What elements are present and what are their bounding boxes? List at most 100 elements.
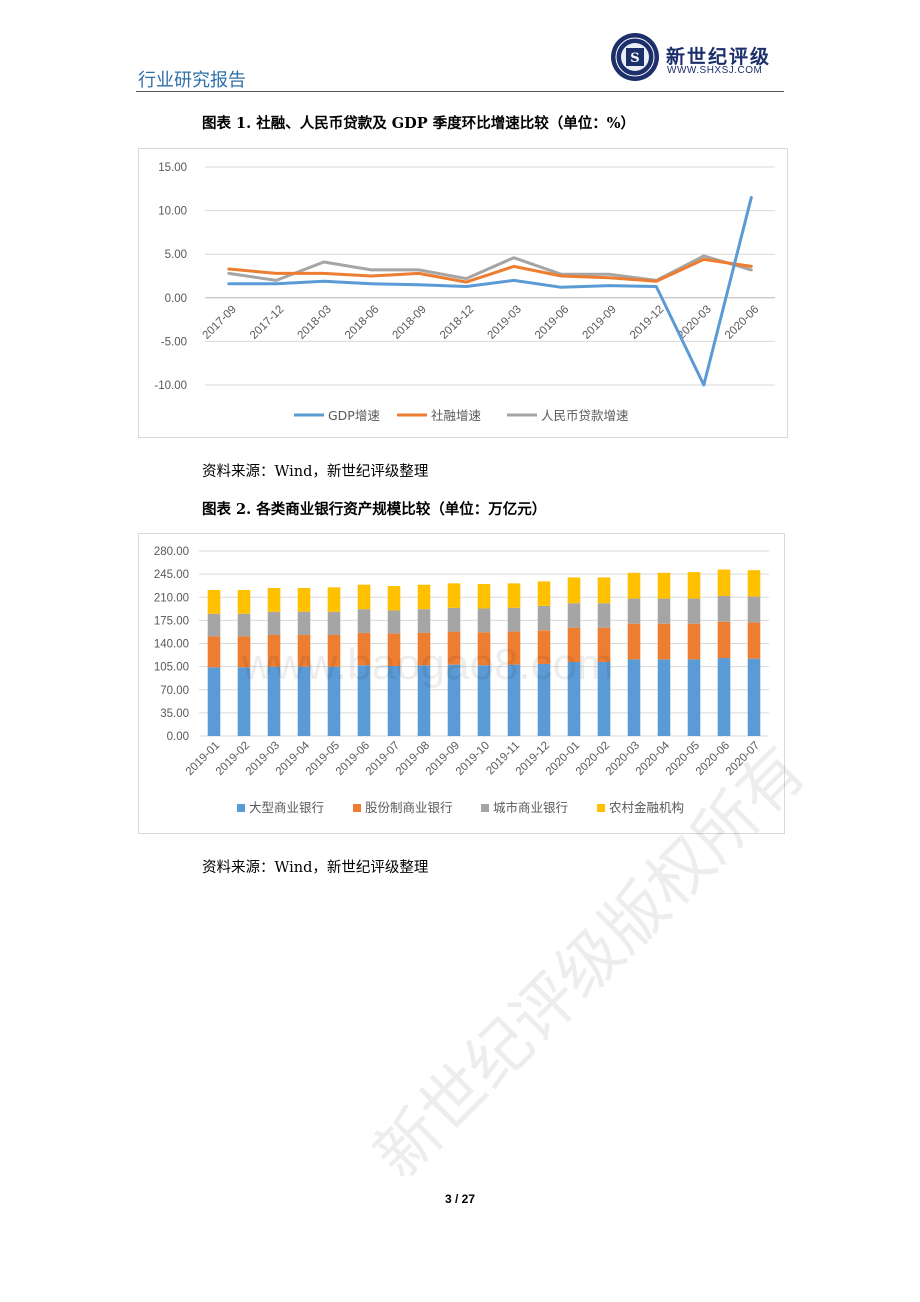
svg-text:S: S [630,51,639,66]
data-point [750,268,753,272]
logo-url: WWW.SHXSJ.COM [667,65,763,76]
bar-segment [747,596,761,623]
bar-segment [447,664,461,736]
watermark-url: www.baogao8.com [242,640,614,689]
data-point [465,285,468,288]
bar-segment [687,598,701,624]
logo-seal-icon: S [611,33,659,81]
x-tick-label: 2019-12 [628,303,666,341]
x-tick-label: 2019-06 [533,303,571,341]
figure2-chart-frame: 280.00 245.00 210.00 175.00 140.00 105.00 70.0… [138,533,785,834]
x-tick-label: 2018-03 [296,303,334,341]
bar-segment [327,634,341,667]
legend-label: GDP增速 [328,408,380,423]
bar-segment [357,665,371,736]
bar-segment [627,598,641,624]
legend-label: 社融增速 [431,408,482,423]
bar-segment [537,663,551,736]
data-point [607,276,610,279]
legend-label: 农村金融机构 [609,800,684,815]
bar-segment [297,611,311,635]
bar-segment [747,622,761,659]
bar-segment [657,598,671,624]
bar-segment [447,583,461,608]
y-tick-label: 5.00 [165,249,187,261]
company-logo: S 新世纪评级 WWW.SHXSJ.COM [610,32,790,84]
bar-segment [417,609,431,633]
bar-segment [627,623,641,660]
bar-segment [327,611,341,635]
bar-segment [687,659,701,736]
x-tick-label: 2020-06 [723,303,761,341]
data-point [417,283,420,286]
legend-swatch [237,804,245,812]
bar-segment [567,662,581,736]
bar-segment [387,665,401,736]
y-tick-label: 0.00 [165,293,187,305]
bar-segment [237,589,251,614]
y-tick-label: 175.00 [154,615,189,627]
bar-segment [567,627,581,662]
bar-segment [387,610,401,634]
data-point [702,254,705,258]
bar-segment [267,611,281,635]
bar-segment [657,623,671,660]
bar-segment [717,658,731,736]
bar-segment [507,607,521,632]
data-point [512,265,515,268]
bar-segment [267,634,281,667]
data-point [227,282,230,286]
y-tick-label: -10.00 [154,380,187,392]
bar-segment [687,623,701,660]
series-line [227,254,753,282]
data-point [512,256,515,259]
data-point [227,272,230,275]
legend-label: 大型商业银行 [249,800,324,815]
legend-label: 城市商业银行 [493,800,568,815]
data-point [370,274,373,278]
figure1-title: 图表 1. 社融、人民币贷款及 GDP 季度环比增速比较（单位：%） [202,115,635,132]
data-point [322,280,325,283]
bar-segment [717,569,731,596]
bar-segment [387,633,401,666]
logo-name: 新世纪评级 [666,46,772,68]
bar-segment [537,605,551,631]
bar-segment [327,666,341,736]
report-category-title: 行业研究报告 [138,70,246,91]
y-tick-label: 245.00 [154,569,189,581]
data-point [607,284,610,287]
bar-segment [597,627,611,662]
bar-segment [537,630,551,664]
legend-swatch [353,804,361,812]
line-chart: 15.00 10.00 5.00 0.00 -5.00 -10.00 2017-09 2017… [154,162,775,423]
bar-segment [297,588,311,612]
y-tick-label: 105.00 [154,662,189,674]
header-divider [136,91,784,92]
y-tick-label: -5.00 [161,336,187,348]
legend-label: 股份制商业银行 [365,800,453,815]
bar-segment [387,586,401,611]
data-point [322,272,325,275]
data-point [322,260,325,264]
legend-label: 人民币贷款增速 [541,408,629,423]
bar-segment [507,664,521,736]
bar-segment [357,632,371,666]
data-point [655,285,658,288]
x-tick-label: 2017-12 [248,303,286,341]
y-tick-label: 70.00 [160,685,189,697]
data-point [227,267,230,271]
data-point [655,280,658,283]
data-point [702,383,705,387]
y-tick-label: 10.00 [158,206,187,218]
data-point [370,268,373,272]
y-tick-label: 0.00 [167,731,189,743]
bar-segment [357,584,371,610]
data-point [275,282,278,286]
bar-segment [747,570,761,597]
bar-segment [297,634,311,667]
data-point [512,279,515,282]
y-tick-label: 210.00 [154,592,189,604]
stacked-bar-chart: 280.00 245.00 210.00 175.00 140.00 105.00 70.0… [154,546,769,815]
x-tick-label: 2018-12 [438,303,476,341]
bar-segment [657,572,671,599]
